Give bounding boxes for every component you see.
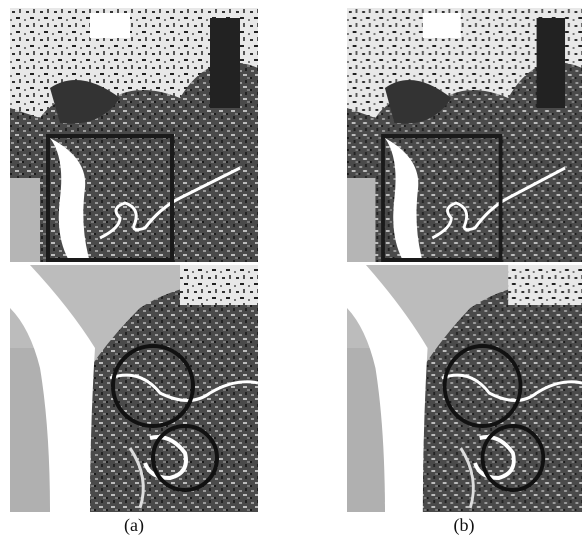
panel-image-b [347,8,582,512]
panel-label: (a) [124,515,144,536]
panel-label: (b) [454,515,475,536]
panel-image-a [10,8,258,512]
figure: (a) (b) [0,0,582,541]
